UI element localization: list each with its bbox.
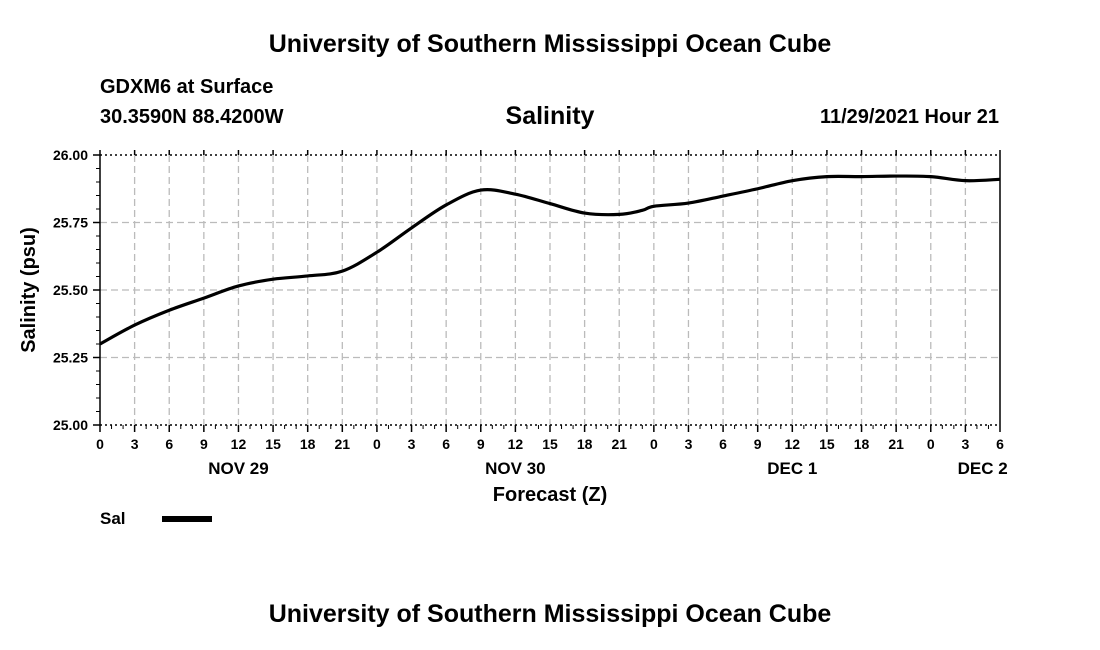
x-tick-label: 0: [96, 436, 104, 452]
x-axis-title: Forecast (Z): [493, 484, 607, 506]
x-tick-label: 3: [685, 436, 693, 452]
day-label: NOV 29: [208, 459, 268, 478]
legend-swatch: [162, 516, 212, 522]
x-tick-label: 0: [650, 436, 658, 452]
day-label: DEC 2: [958, 459, 1008, 478]
x-tick-label: 6: [165, 436, 173, 452]
x-tick-label: 18: [300, 436, 316, 452]
x-tick-label: 6: [442, 436, 450, 452]
station-label: GDXM6 at Surface: [100, 76, 274, 98]
x-tick-label: 3: [961, 436, 969, 452]
label-layer: 0 3 6 9 12 15 18 21 0 3 6 9 12 15 18 21 0 3 6 9 12 15 18 21 0 3 6 2…: [18, 147, 1008, 506]
x-tick-label: 21: [335, 436, 351, 452]
x-tick-label: 15: [542, 436, 558, 452]
data-layer: [99, 174, 1001, 346]
y-tick-label: 25.50: [53, 282, 88, 298]
x-tick-label: 9: [754, 436, 762, 452]
page-title-top: University of Southern Mississippi Ocean…: [268, 30, 832, 58]
y-tick-label: 25.00: [53, 417, 88, 433]
day-label: NOV 30: [485, 459, 545, 478]
x-tick-label: 18: [577, 436, 593, 452]
timestamp-label: 11/29/2021 Hour 21: [819, 106, 999, 128]
x-tick-label: 18: [854, 436, 870, 452]
x-tick-label: 0: [927, 436, 935, 452]
y-tick-label: 26.00: [53, 147, 88, 163]
x-tick-label: 9: [200, 436, 208, 452]
page-title-bottom: University of Southern Mississippi Ocean…: [268, 600, 832, 628]
x-tick-label: 0: [373, 436, 381, 452]
axis-layer: [93, 150, 1001, 432]
y-axis-title: Salinity (psu): [18, 227, 40, 353]
y-tick-label: 25.25: [53, 350, 88, 366]
x-tick-label: 12: [785, 436, 801, 452]
legend-label: Sal: [100, 509, 126, 528]
x-tick-label: 12: [508, 436, 524, 452]
x-tick-label: 15: [265, 436, 281, 452]
coordinates-label: 30.3590N 88.4200W: [100, 106, 284, 128]
x-tick-label: 6: [996, 436, 1004, 452]
x-tick-label: 6: [719, 436, 727, 452]
y-tick-label: 25.75: [53, 215, 88, 231]
x-tick-label: 12: [231, 436, 247, 452]
chart-title: Salinity: [505, 102, 595, 130]
series-line-sal: [99, 174, 1001, 346]
grid-layer: [100, 155, 1000, 425]
x-tick-label: 3: [408, 436, 416, 452]
x-tick-label: 9: [477, 436, 485, 452]
x-tick-label: 21: [888, 436, 904, 452]
x-tick-label: 21: [611, 436, 627, 452]
x-tick-label: 15: [819, 436, 835, 452]
x-tick-label: 3: [131, 436, 139, 452]
day-label: DEC 1: [767, 459, 817, 478]
